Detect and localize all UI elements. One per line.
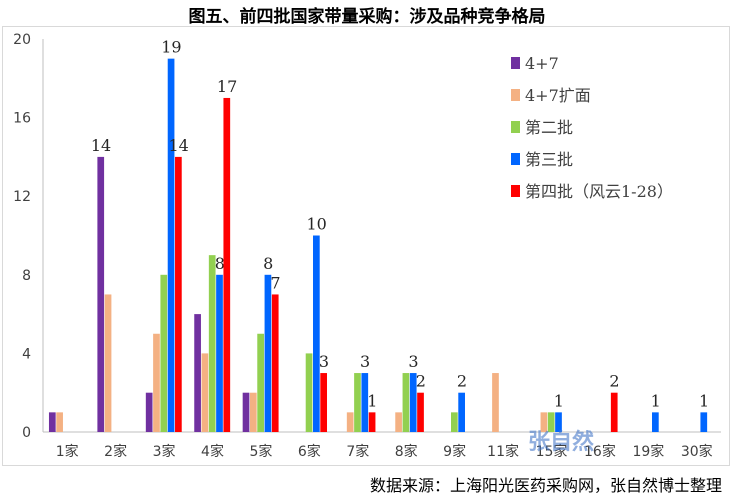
bar [56,412,63,432]
data-label: 2 [457,372,467,391]
bar [242,392,250,432]
x-tick-label: 30家 [681,443,713,460]
bar [313,235,320,432]
data-label: 3 [319,352,329,371]
bar [395,412,402,432]
bar [48,412,56,432]
bar [346,412,354,432]
data-label: 10 [306,215,326,234]
x-tick-label: 2家 [104,443,127,460]
bar [167,58,175,433]
bar [320,373,328,432]
chart-frame: 0 4 8 12 16 20 1家 2家 14 3家 19 14 4家 8 17 5家 8 7 6家 10 3 7家 3 1 8… [2,26,730,466]
bar [417,392,424,432]
legend-label: 4+7 [525,54,559,73]
data-label: 1 [651,391,661,410]
bar [153,333,160,432]
bar [97,156,105,432]
data-label: 8 [263,254,273,273]
bar [223,97,231,432]
data-label: 14 [91,136,111,155]
data-label: 1 [699,391,709,410]
bar [257,333,264,432]
y-tick-label: 4 [22,346,31,362]
y-tick-label: 20 [13,32,31,48]
bar [160,274,168,432]
legend-swatch [511,185,520,197]
bar [409,373,417,432]
data-label: 3 [360,352,370,371]
bar [610,392,618,432]
x-tick-label: 11家 [487,443,519,460]
bar [271,294,279,432]
data-label: 14 [168,136,188,155]
x-tick-label: 6家 [298,443,321,460]
bar [368,412,376,432]
bar [547,412,555,432]
bar [208,255,216,432]
y-tick-label: 0 [22,425,31,441]
legend-swatch [511,57,520,69]
data-label: 17 [217,77,237,96]
bar [194,314,201,432]
y-tick-label: 12 [13,189,31,205]
legend-label: 第二批 [525,118,573,137]
bar [264,274,272,432]
data-label: 2 [416,372,426,391]
bar [354,373,361,432]
source-note: 数据来源：上海阳光医药采购网，张自然博士整理 [369,476,722,495]
bar [652,412,659,432]
data-label: 2 [609,372,619,391]
bar [450,412,458,432]
legend-swatch [511,153,520,165]
x-tick-label: 19家 [632,443,664,460]
data-label: 8 [215,254,225,273]
bar [249,392,257,432]
y-tick-label: 16 [13,111,31,127]
x-tick-label: 15家 [536,443,568,460]
bar [145,392,153,432]
bar [201,353,209,432]
legend-label: 第三批 [525,150,573,169]
data-label: 7 [270,273,280,292]
x-tick-label: 8家 [395,443,418,460]
bar [492,373,499,432]
x-tick-label: 4家 [201,443,224,460]
legend-label: 4+7扩面 [525,86,591,105]
x-tick-label: 1家 [56,443,79,460]
x-tick-label: 9家 [443,443,466,460]
watermark: 张自然 [528,430,595,455]
bar [555,412,562,432]
data-label: 3 [408,352,418,371]
x-tick-label: 3家 [153,443,176,460]
data-label: 19 [161,38,181,57]
bar [175,156,182,432]
bar [305,353,313,432]
bar [361,373,369,432]
data-label: 1 [367,391,377,410]
y-tick-label: 8 [22,268,31,284]
bar [700,412,708,432]
bar [104,294,112,432]
legend-swatch [511,121,520,133]
x-tick-label: 7家 [346,443,369,460]
bar [402,373,410,432]
bar [216,274,223,432]
data-label: 1 [554,391,564,410]
legend-label: 第四批（风云1-28） [525,182,673,201]
chart-title: 图五、前四批国家带量采购：涉及品种竞争格局 [188,7,546,27]
legend-swatch [511,89,520,101]
bar [458,392,465,432]
x-tick-label: 16家 [584,443,616,460]
x-tick-label: 5家 [249,443,272,460]
bar [540,412,548,432]
